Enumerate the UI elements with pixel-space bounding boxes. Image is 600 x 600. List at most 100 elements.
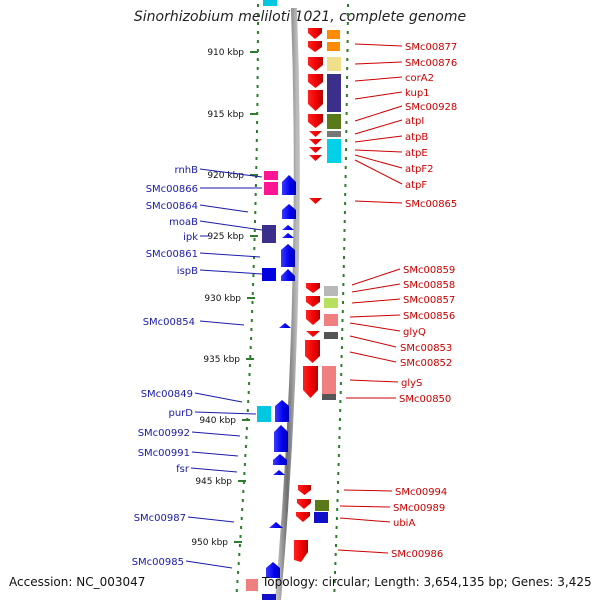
- gene-label-SMc00853[interactable]: SMc00853: [400, 343, 452, 354]
- feature-box[interactable]: [322, 366, 336, 394]
- gene-label-SMc00859[interactable]: SMc00859: [403, 265, 455, 276]
- leader-line: [187, 516, 235, 523]
- gene-arrow[interactable]: [308, 57, 323, 71]
- gene-label-glyQ[interactable]: glyQ: [403, 327, 426, 338]
- gene-label-SMc00876[interactable]: SMc00876: [405, 58, 457, 69]
- feature-box[interactable]: [262, 268, 276, 281]
- gene-label-SMc00854[interactable]: SMc00854: [143, 317, 195, 328]
- gene-label-SMc00864[interactable]: SMc00864: [146, 201, 198, 212]
- gene-arrow[interactable]: [309, 198, 322, 204]
- gene-arrow[interactable]: [309, 139, 322, 145]
- ruler-dot: [345, 112, 348, 115]
- feature-box[interactable]: [315, 500, 329, 511]
- feature-box[interactable]: [257, 406, 271, 422]
- gene-label-atpI[interactable]: atpI: [405, 116, 424, 127]
- gene-arrow[interactable]: [274, 425, 288, 452]
- feature-box[interactable]: [246, 579, 258, 591]
- gene-arrow[interactable]: [303, 366, 318, 398]
- gene-arrow[interactable]: [281, 244, 295, 267]
- gene-arrow[interactable]: [296, 512, 310, 522]
- gene-label-glyS[interactable]: glyS: [401, 378, 422, 389]
- gene-arrow[interactable]: [275, 400, 289, 422]
- gene-label-SMc00866[interactable]: SMc00866: [146, 184, 198, 195]
- gene-label-atpB[interactable]: atpB: [405, 132, 428, 143]
- gene-arrow[interactable]: [273, 470, 285, 475]
- gene-label-atpF2[interactable]: atpF2: [405, 164, 434, 175]
- feature-box[interactable]: [262, 225, 276, 243]
- gene-label-SMc00858[interactable]: SMc00858: [403, 280, 455, 291]
- gene-arrow[interactable]: [282, 204, 296, 219]
- gene-label-purD[interactable]: purD: [169, 408, 194, 419]
- feature-box[interactable]: [322, 394, 336, 400]
- gene-label-SMc00928[interactable]: SMc00928: [405, 102, 457, 113]
- gene-arrow[interactable]: [308, 41, 322, 52]
- gene-label-moaB[interactable]: moaB: [169, 217, 198, 228]
- gene-label-SMc00994[interactable]: SMc00994: [395, 487, 447, 498]
- feature-box[interactable]: [324, 286, 338, 296]
- feature-box[interactable]: [327, 114, 341, 129]
- feature-box[interactable]: [314, 512, 328, 523]
- feature-box[interactable]: [327, 42, 340, 51]
- gene-arrow[interactable]: [309, 155, 322, 161]
- gene-label-ispB[interactable]: ispB: [177, 266, 198, 277]
- feature-box[interactable]: [327, 57, 341, 71]
- gene-label-corA2[interactable]: corA2: [405, 73, 434, 84]
- gene-arrow[interactable]: [308, 28, 322, 39]
- gene-label-SMc00850[interactable]: SMc00850: [399, 394, 451, 405]
- gene-label-SMc00856[interactable]: SMc00856: [403, 311, 455, 322]
- gene-arrow[interactable]: [281, 269, 295, 281]
- gene-label-fsr[interactable]: fsr: [176, 464, 190, 475]
- feature-box[interactable]: [324, 298, 338, 308]
- gene-label-ipk[interactable]: ipk: [183, 232, 198, 243]
- gene-label-atpE[interactable]: atpE: [405, 148, 428, 159]
- gene-label-SMc00852[interactable]: SMc00852: [400, 358, 452, 369]
- feature-box[interactable]: [324, 314, 338, 326]
- feature-box[interactable]: [327, 139, 341, 163]
- gene-arrow[interactable]: [279, 323, 291, 328]
- gene-label-SMc00986[interactable]: SMc00986: [391, 549, 443, 560]
- feature-box[interactable]: [324, 332, 338, 339]
- gene-arrow[interactable]: [282, 225, 294, 230]
- gene-arrow[interactable]: [297, 499, 311, 509]
- gene-arrow[interactable]: [282, 175, 296, 195]
- gene-label-SMc00861[interactable]: SMc00861: [146, 249, 198, 260]
- gene-arrow[interactable]: [308, 74, 323, 88]
- gene-arrow[interactable]: [306, 296, 320, 307]
- gene-label-SMc00992[interactable]: SMc00992: [138, 428, 190, 439]
- feature-box[interactable]: [327, 30, 340, 39]
- gene-label-atpF[interactable]: atpF: [405, 180, 427, 191]
- gene-label-SMc00989[interactable]: SMc00989: [393, 503, 445, 514]
- gene-label-SMc00987[interactable]: SMc00987: [134, 513, 186, 524]
- gene-label-ubiA[interactable]: ubiA: [393, 518, 415, 529]
- feature-box[interactable]: [327, 131, 341, 137]
- ruler-dot: [337, 472, 340, 475]
- gene-arrow[interactable]: [306, 310, 320, 325]
- ruler-dot: [248, 382, 251, 385]
- gene-label-SMc00991[interactable]: SMc00991: [138, 448, 190, 459]
- gene-label-SMc00865[interactable]: SMc00865: [405, 199, 457, 210]
- gene-arrow[interactable]: [306, 331, 320, 337]
- gene-arrow[interactable]: [294, 540, 308, 562]
- gene-label-SMc00849[interactable]: SMc00849: [141, 389, 193, 400]
- gene-arrow[interactable]: [298, 485, 311, 495]
- gene-arrow[interactable]: [308, 114, 323, 128]
- feature-box[interactable]: [327, 74, 341, 112]
- gene-arrow[interactable]: [308, 90, 323, 111]
- feature-box[interactable]: [263, 0, 277, 6]
- feature-box[interactable]: [264, 171, 278, 180]
- gene-label-SMc00877[interactable]: SMc00877: [405, 42, 457, 53]
- gene-arrow[interactable]: [282, 233, 294, 238]
- gene-arrow[interactable]: [309, 131, 322, 137]
- gene-arrow[interactable]: [309, 147, 322, 153]
- gene-arrow[interactable]: [306, 283, 320, 293]
- feature-box[interactable]: [264, 182, 278, 195]
- feature-box[interactable]: [262, 594, 276, 600]
- gene-label-SMc00985[interactable]: SMc00985: [132, 557, 184, 568]
- gene-arrow[interactable]: [305, 340, 320, 363]
- gene-label-SMc00857[interactable]: SMc00857: [403, 295, 455, 306]
- gene-label-kup1[interactable]: kup1: [405, 88, 430, 99]
- gene-label-rnhB[interactable]: rnhB: [175, 165, 199, 176]
- gene-arrow[interactable]: [273, 454, 287, 465]
- gene-arrow[interactable]: [269, 522, 283, 528]
- gene-arrow[interactable]: [266, 562, 280, 578]
